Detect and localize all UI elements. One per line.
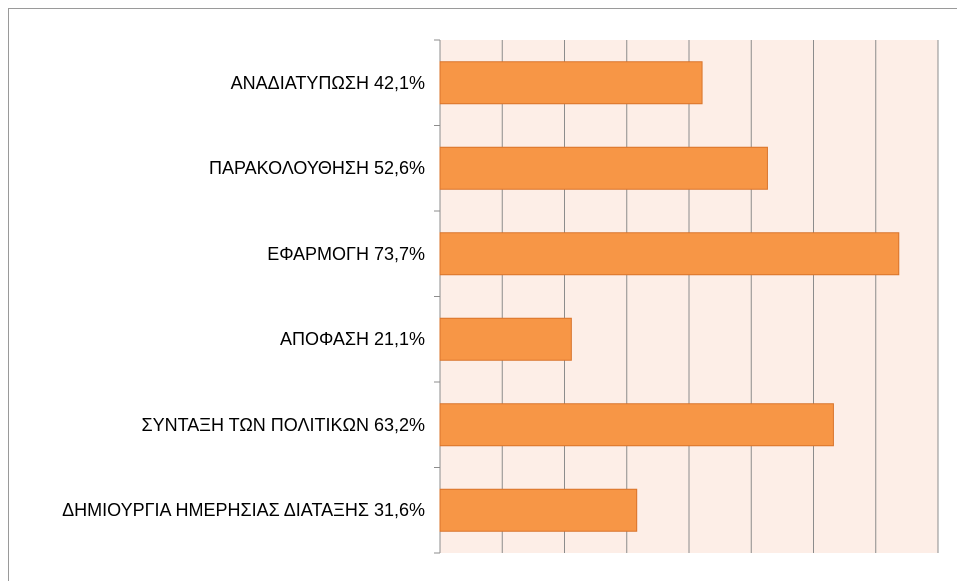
bar bbox=[439, 61, 703, 105]
category-text: ΠΑΡΑΚΟΛΟΥΘΗΣΗ 52,6% bbox=[208, 158, 425, 179]
category-label: ΠΑΡΑΚΟΛΟΥΘΗΣΗ 52,6% bbox=[5, 154, 425, 182]
category-label: ΕΦΑΡΜΟΓΗ 73,7% bbox=[5, 240, 425, 268]
category-text: ΕΦΑΡΜΟΓΗ 73,7% bbox=[267, 243, 425, 264]
category-text: ΑΠΟΦΑΣΗ 21,1% bbox=[279, 329, 425, 350]
bar bbox=[439, 488, 638, 532]
category-text: ΣΥΝΤΑΞΗ ΤΩΝ ΠΟΛΙΤΙΚΩΝ 63,2% bbox=[141, 414, 426, 435]
bar bbox=[439, 146, 768, 190]
category-label: ΑΝΑΔΙΑΤΥΠΩΣΗ 42,1% bbox=[5, 69, 425, 97]
category-label: ΣΥΝΤΑΞΗ ΤΩΝ ΠΟΛΙΤΙΚΩΝ 63,2% bbox=[5, 411, 426, 439]
bar bbox=[439, 403, 834, 447]
bar bbox=[439, 317, 572, 361]
category-label: ΔΗΜΙΟΥΡΓΙΑ ΗΜΕΡΗΣΙΑΣ ΔΙΑΤΑΞΗΣ 31,6% bbox=[5, 496, 425, 524]
category-text: ΔΗΜΙΟΥΡΓΙΑ ΗΜΕΡΗΣΙΑΣ ΔΙΑΤΑΞΗΣ 31,6% bbox=[62, 500, 425, 521]
bar bbox=[439, 232, 900, 276]
category-label: ΑΠΟΦΑΣΗ 21,1% bbox=[5, 325, 425, 353]
frame bbox=[8, 8, 957, 581]
category-text: ΑΝΑΔΙΑΤΥΠΩΣΗ 42,1% bbox=[230, 72, 425, 93]
